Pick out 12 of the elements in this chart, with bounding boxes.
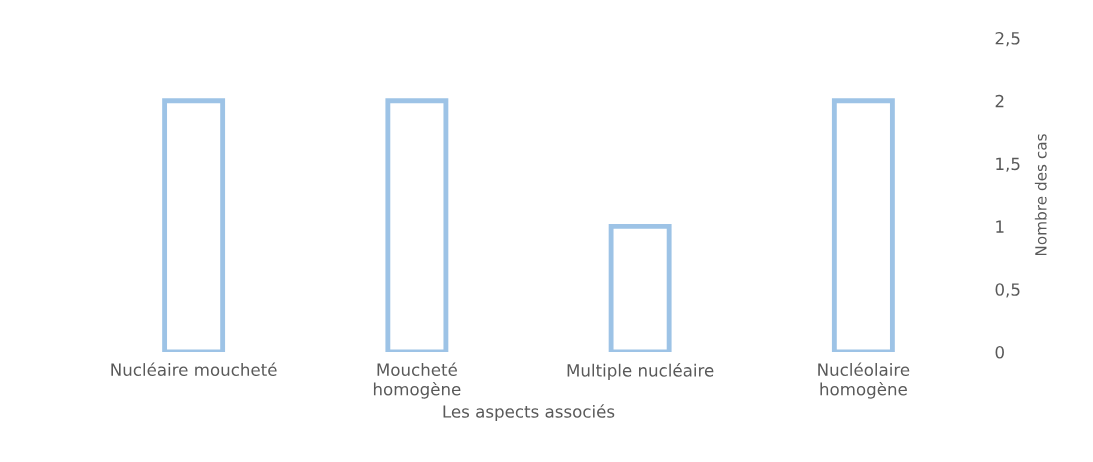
y-tick-label: 1 [996, 220, 1004, 233]
y-tick-label: 1,5 [996, 157, 1020, 172]
y-tick-label: 0 [995, 345, 1004, 359]
x-tick-label: Moucheté homogène [373, 362, 461, 399]
x-tick-label: Nucléolaire homogène [818, 362, 910, 399]
x-axis-title: Les aspects associés [443, 404, 615, 422]
y-tick-label: 0,5 [995, 283, 1020, 298]
y-tick-label: 2 [995, 94, 1004, 108]
x-tick-label: Multiple nucléaire [567, 363, 714, 380]
x-tick-label: Nucléaire moucheté [111, 362, 277, 377]
y-axis-title: Nombre des cas [1034, 134, 1047, 256]
y-tick-label: 2,5 [995, 31, 1020, 47]
